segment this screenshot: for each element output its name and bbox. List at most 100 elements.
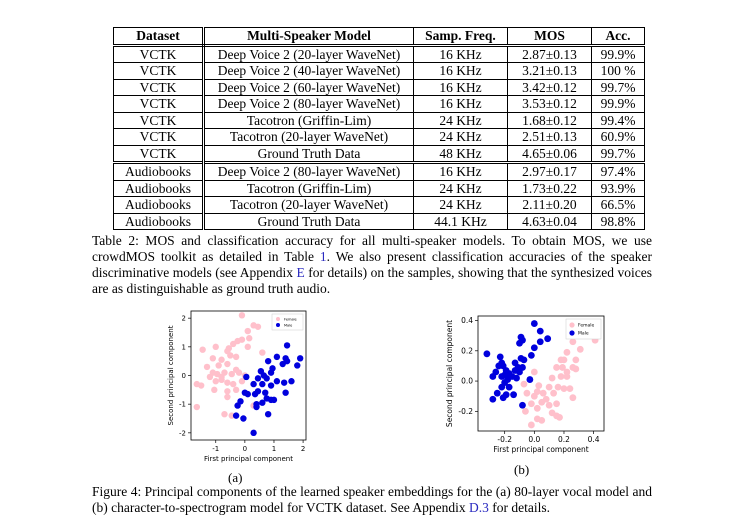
data-point-female — [576, 345, 584, 353]
table-cell: VCTK — [113, 144, 205, 163]
table-cell: Deep Voice 2 (80-layer WaveNet) — [203, 95, 414, 113]
data-point-female — [569, 394, 577, 402]
data-point-male — [516, 368, 523, 376]
y-tick-label: 0.4 — [461, 316, 473, 325]
data-point-male — [489, 395, 497, 403]
table-row: VCTK Tacotron (Griffin-Lim) 24 KHz 1.68±0.1… — [113, 111, 645, 129]
plot-frame — [477, 315, 605, 432]
col-header: Dataset — [113, 27, 205, 47]
table-row: VCTK Ground Truth Data 48 KHz 4.65±0.06 99.7… — [113, 144, 645, 163]
x-tick-label: 0.2 — [558, 435, 570, 444]
y-axis-label: Second principal component — [167, 325, 175, 425]
subfigure-label-b: (b) — [514, 462, 530, 477]
table-row: VCTK Deep Voice 2 (40-layer WaveNet) 16 KH… — [113, 62, 645, 80]
data-point-female — [224, 388, 231, 395]
data-point-female — [553, 364, 560, 371]
legend-marker-male — [569, 330, 575, 336]
data-point-male — [526, 376, 534, 383]
data-point-female — [563, 348, 571, 356]
table-ref-link[interactable]: 1 — [319, 249, 327, 264]
data-point-female — [538, 398, 546, 406]
table-cell: Tacotron (20-layer WaveNet) — [203, 128, 414, 146]
data-point-male — [530, 344, 538, 352]
data-point-male — [288, 378, 295, 385]
data-point-male — [264, 357, 272, 365]
table-cell: 4.63±0.04 — [507, 212, 592, 230]
table-cell: 99.9% — [591, 95, 645, 113]
table-cell: 24 KHz — [413, 179, 508, 197]
x-tick-label: 0 — [243, 445, 247, 453]
table-cell: 99.7% — [591, 144, 645, 163]
table-cell: 98.8% — [591, 212, 645, 230]
data-point-female — [559, 364, 566, 371]
data-point-female — [218, 373, 225, 381]
table-cell: Deep Voice 2 (20-layer WaveNet) — [203, 44, 414, 63]
data-point-male — [519, 401, 526, 409]
data-point-female — [218, 356, 225, 363]
data-point-male — [510, 391, 517, 399]
data-point-female — [224, 379, 231, 386]
table-cell: 24 KHz — [413, 128, 508, 146]
data-point-female — [238, 312, 246, 319]
data-point-male — [283, 342, 291, 349]
data-point-female — [527, 400, 535, 408]
y-tick-label: -0.2 — [458, 407, 473, 416]
figure-caption: Figure 4: Principal components of the le… — [92, 484, 652, 516]
data-point-female — [230, 340, 237, 348]
data-point-male — [262, 389, 269, 396]
data-point-female — [530, 392, 538, 400]
data-point-female — [212, 378, 219, 385]
data-point-male — [234, 402, 241, 409]
table-cell: VCTK — [113, 95, 205, 113]
table-cell: VCTK — [113, 44, 205, 63]
data-point-male — [280, 379, 288, 386]
caption-text: . We also present classification accurac… — [92, 249, 652, 280]
data-point-female — [538, 417, 546, 424]
table-cell: 16 KHz — [413, 62, 508, 80]
table-cell: 2.97±0.17 — [507, 161, 592, 181]
data-point-male — [489, 373, 497, 380]
x-tick-label: 1 — [272, 445, 276, 453]
table-row: Audiobooks Tacotron (20-layer WaveNet) 24 … — [113, 196, 645, 214]
appendix-ref-link[interactable]: D.3 — [468, 500, 489, 515]
data-point-female — [572, 356, 580, 364]
data-point-female — [224, 360, 231, 368]
table-cell: Deep Voice 2 (60-layer WaveNet) — [203, 78, 414, 96]
x-tick-label: 0.4 — [588, 435, 600, 444]
data-point-male — [250, 429, 257, 437]
table-cell: 97.4% — [591, 161, 645, 181]
data-point-male — [267, 382, 275, 389]
data-point-female — [212, 343, 219, 351]
data-point-female — [545, 383, 553, 391]
table-cell: 66.5% — [591, 196, 645, 214]
data-point-female — [193, 403, 201, 411]
table-row: Audiobooks Ground Truth Data 44.1 KHz 4.63±… — [113, 212, 645, 230]
table-cell: 99.9% — [591, 44, 645, 63]
table-header-row: Dataset Multi-Speaker Model Samp. Freq. … — [113, 27, 645, 47]
table-cell: 99.4% — [591, 111, 645, 129]
data-point-female — [259, 349, 266, 356]
table-row: VCTK Deep Voice 2 (20-layer WaveNet) 16 KH… — [113, 44, 645, 63]
data-point-female — [228, 370, 235, 378]
col-header: MOS — [507, 27, 592, 47]
table-cell: Tacotron (Griffin-Lim) — [203, 111, 414, 129]
table-cell: 16 KHz — [413, 78, 508, 96]
y-tick-label: -2 — [179, 429, 186, 437]
data-point-female — [548, 374, 556, 382]
data-point-male — [259, 399, 266, 406]
table-cell: Deep Voice 2 (80-layer WaveNet) — [203, 161, 414, 181]
appendix-ref-link[interactable]: E — [296, 265, 305, 280]
table-cell: 60.9% — [591, 128, 645, 146]
data-point-female — [545, 401, 553, 409]
data-point-female — [560, 356, 568, 364]
data-point-male — [493, 389, 501, 397]
data-point-male — [544, 335, 552, 343]
data-point-female — [527, 421, 535, 429]
data-point-female — [522, 407, 529, 415]
data-point-female — [197, 382, 205, 389]
data-point-female — [246, 335, 253, 342]
data-point-male — [530, 320, 538, 327]
data-point-male — [273, 353, 281, 361]
table-cell: Audiobooks — [113, 212, 205, 230]
